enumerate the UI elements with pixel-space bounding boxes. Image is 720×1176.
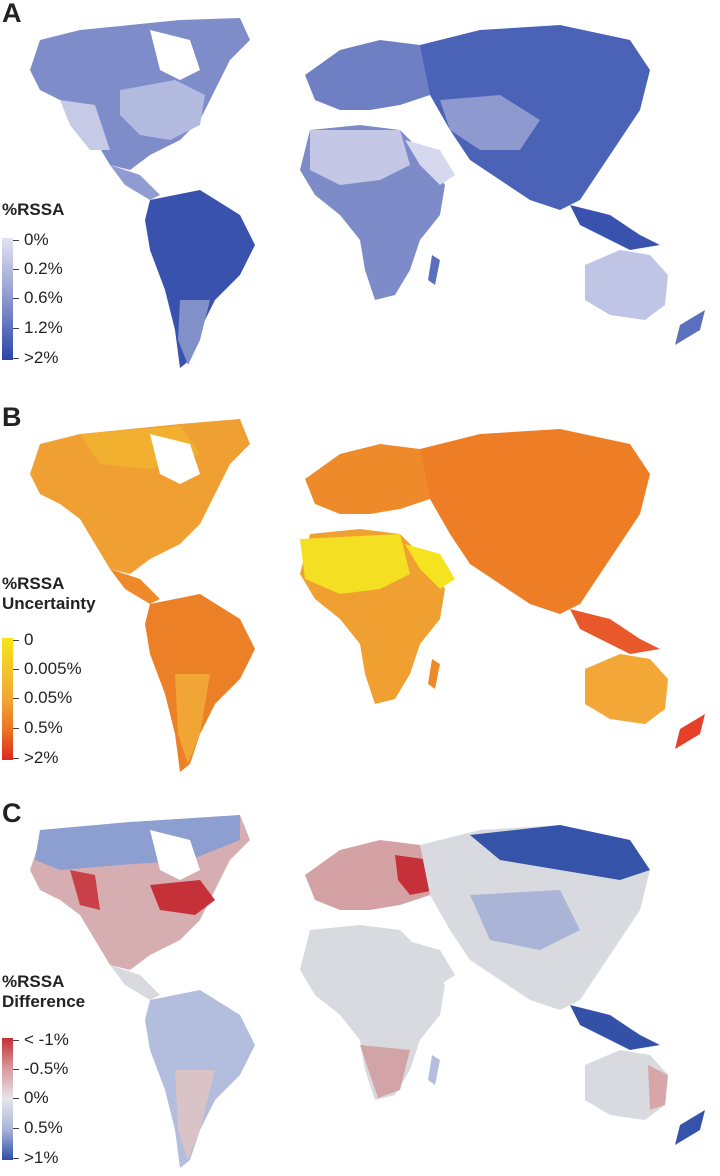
colorbar-uncertainty [2, 638, 13, 760]
tick-label: 0.6% [24, 288, 63, 307]
central-america [110, 165, 160, 200]
tick-label: 0.05% [24, 688, 73, 707]
arabia [405, 544, 455, 589]
colorbar-difference [2, 1038, 13, 1160]
tick-label: -0.5% [24, 1059, 69, 1078]
africa-north [310, 130, 410, 185]
greenland [150, 30, 200, 80]
central-america [110, 569, 160, 604]
new-zealand [675, 714, 705, 749]
tick-mark [13, 269, 19, 270]
south-america-south [175, 674, 210, 764]
world-map-rssa [30, 18, 705, 368]
africa [300, 925, 445, 1100]
south-america [145, 190, 255, 368]
tick-mark [13, 328, 19, 329]
tick-mark [13, 1128, 19, 1129]
tick-mark [13, 728, 19, 729]
tick-label: 0% [24, 1088, 49, 1107]
tick-label: 0.5% [24, 718, 63, 737]
tick-label: >2% [24, 348, 59, 367]
world-map-difference [30, 815, 705, 1168]
panel-c: C %RSSA Difference < -1% -0.5% 0% 0.5% >… [0, 798, 720, 1176]
north-america-west [60, 100, 110, 150]
southeast-asia [570, 1005, 660, 1050]
panel-b: B %RSSA Uncertainty 0 0.005% 0.05% 0.5% … [0, 402, 720, 784]
tick-mark [13, 240, 19, 241]
asia [420, 429, 650, 614]
tick-mark [13, 758, 19, 759]
australia [585, 1050, 668, 1120]
southeast-asia [570, 609, 660, 654]
tick-label: 0 [24, 630, 34, 649]
greenland [150, 830, 200, 880]
north-america-east-hotspot [150, 880, 215, 915]
southeast-asia [570, 205, 660, 250]
legend-title: Difference [2, 992, 86, 1011]
legend-uncertainty: %RSSA Uncertainty [2, 574, 96, 614]
legend-title: %RSSA [2, 200, 65, 219]
panel-letter: C [2, 798, 22, 828]
north-america [30, 419, 250, 574]
tick-mark [13, 698, 19, 699]
tick-label: >1% [24, 1148, 59, 1167]
australia [585, 654, 668, 724]
asia-central [470, 890, 580, 950]
arabia [405, 140, 455, 185]
europe [305, 444, 440, 514]
asia-central [440, 95, 540, 150]
panel-letter: B [2, 402, 22, 432]
panel-a: A %RSSA 0% 0.2% 0.6% 1.2% >2% [0, 0, 720, 380]
tick-mark [13, 669, 19, 670]
australia [585, 250, 668, 320]
tick-mark [13, 640, 19, 641]
south-america-south [178, 300, 210, 365]
asia-north [470, 825, 650, 880]
legend-rssa: %RSSA [2, 200, 64, 220]
central-america [110, 965, 160, 1000]
legend-title: Uncertainty [2, 594, 96, 613]
north-america-west-hotspot [70, 870, 100, 910]
tick-label: 0.5% [24, 1118, 63, 1137]
madagascar [428, 1055, 440, 1085]
tick-label: 0.2% [24, 259, 63, 278]
tick-label: < -1% [24, 1030, 69, 1049]
tick-label: 0.005% [24, 659, 82, 678]
madagascar [428, 255, 440, 285]
tick-mark [13, 1158, 19, 1159]
tick-mark [13, 1069, 19, 1070]
africa-north [300, 534, 410, 594]
legend-difference: %RSSA Difference [2, 972, 85, 1012]
legend-title: %RSSA [2, 574, 65, 593]
tick-label: 0% [24, 230, 49, 249]
new-zealand [675, 1110, 705, 1145]
world-map-uncertainty [30, 419, 705, 772]
panel-letter: A [2, 0, 22, 28]
north-america-east [120, 80, 205, 140]
tick-mark [13, 1098, 19, 1099]
south-america-south [175, 1070, 215, 1160]
new-zealand [675, 310, 705, 345]
tick-label: 1.2% [24, 318, 63, 337]
greenland [150, 434, 200, 484]
australia-east [648, 1065, 668, 1110]
madagascar [428, 659, 440, 689]
tick-mark [13, 358, 19, 359]
legend-title: %RSSA [2, 972, 65, 991]
colorbar-rssa [2, 238, 13, 360]
africa-south-band [360, 1045, 410, 1098]
tick-mark [13, 298, 19, 299]
tick-label: >2% [24, 748, 59, 767]
arabia [405, 940, 455, 985]
europe [305, 40, 440, 110]
tick-mark [13, 1040, 19, 1041]
